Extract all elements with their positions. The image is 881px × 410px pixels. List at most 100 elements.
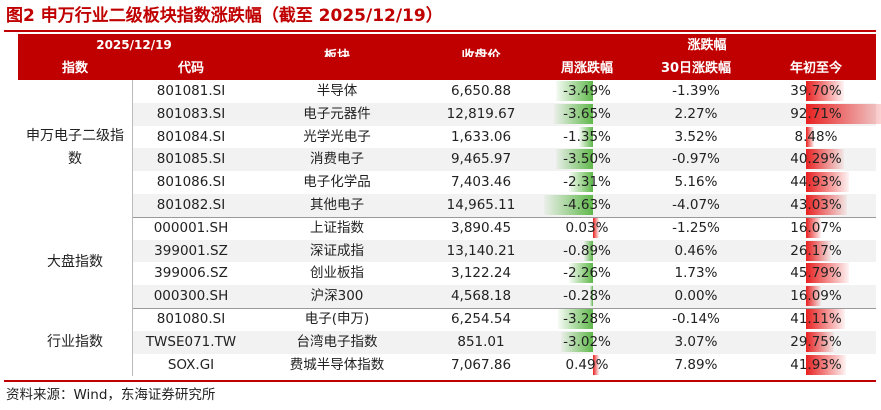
weekly-bar xyxy=(593,354,599,375)
ytd-cell: 16.09% xyxy=(790,288,842,305)
sector-cell: 电子化学品 xyxy=(303,174,371,191)
table-row: 399006.SZ 创业板指 3,122.24 -2.26% 1.73% 45.79% xyxy=(18,262,876,285)
table-row: SOX.GI 费城半导体指数 7,067.86 0.49% 7.89% 41.93% xyxy=(18,354,876,377)
code-cell: SOX.GI xyxy=(167,356,215,373)
weekly-bar xyxy=(569,263,593,284)
ytd-cell: 40.29% xyxy=(790,151,842,168)
bottom-rule xyxy=(4,380,876,382)
weekly-bar xyxy=(568,172,593,193)
weekly-bar xyxy=(554,103,593,124)
close-cell: 7,067.86 xyxy=(450,356,512,373)
sector-cell: 半导体 xyxy=(316,83,358,99)
weekly-cell: 0.03% xyxy=(565,219,609,236)
day30-cell: 5.16% xyxy=(674,174,718,191)
group-label: 行业指数 xyxy=(18,308,132,377)
close-cell: 4,568.18 xyxy=(450,288,512,305)
code-cell: 801084.SI xyxy=(156,128,226,145)
sector-cell: 消费电子 xyxy=(310,151,364,168)
ytd-bar xyxy=(806,217,822,238)
weekly-cell: -3.49% xyxy=(563,83,611,99)
weekly-bar xyxy=(543,195,593,215)
weekly-cell: -0.28% xyxy=(563,288,611,305)
day30-cell: -1.25% xyxy=(672,219,720,236)
weekly-bar xyxy=(583,240,593,261)
weekly-cell: -1.35% xyxy=(563,128,611,145)
weekly-cell: -3.65% xyxy=(563,105,611,122)
header-weekly: 周涨跌幅 xyxy=(560,61,613,76)
day30-cell: 7.89% xyxy=(674,356,718,373)
header-index: 指数 xyxy=(61,61,88,76)
table-row: 000001.SH 上证指数 3,890.45 0.03% -1.25% 16.07% xyxy=(18,217,876,240)
sector-cell: 其他电子 xyxy=(310,197,364,213)
table-row: 801086.SI 电子化学品 7,403.46 -2.31% 5.16% 44.93% xyxy=(18,171,876,194)
ytd-bar xyxy=(806,149,845,170)
close-cell: 851.01 xyxy=(457,333,505,350)
close-cell: 7,403.46 xyxy=(450,174,512,191)
ytd-cell: 43.03% xyxy=(790,197,842,213)
header-30day: 30日涨跌幅 xyxy=(660,61,732,76)
group-label-text: 申万电子二级指数 xyxy=(26,128,124,168)
weekly-bar xyxy=(555,149,593,170)
ytd-cell: 26.17% xyxy=(790,242,842,259)
group-separator xyxy=(18,216,876,218)
source-note: 资料来源：Wind，东海证券研究所 xyxy=(6,387,216,403)
sector-cell: 上证指数 xyxy=(310,219,364,236)
ytd-cell: 41.93% xyxy=(790,356,842,373)
sector-cell: 费城半导体指数 xyxy=(289,356,385,373)
table-row: 801084.SI 光学光电子 1,633.06 -1.35% 3.52% 8.48% xyxy=(18,126,876,149)
weekly-bar xyxy=(556,81,593,101)
weekly-bar xyxy=(558,309,593,329)
ytd-cell: 39.70% xyxy=(790,83,842,99)
sector-cell: 深证成指 xyxy=(310,242,364,259)
close-cell: 3,122.24 xyxy=(450,265,512,282)
ytd-cell: 8.48% xyxy=(794,128,838,145)
weekly-bar xyxy=(560,331,593,352)
figure-title: 图2 申万行业二级板块指数涨跌幅（截至 2025/12/19） xyxy=(6,6,443,26)
group-label-text: 大盘指数 xyxy=(47,253,103,270)
sector-cell: 电子(申万) xyxy=(304,311,370,327)
day30-cell: 3.52% xyxy=(674,128,718,145)
close-cell: 14,965.11 xyxy=(446,197,516,213)
close-cell: 13,140.21 xyxy=(446,242,516,259)
table-header-bottom: 指数 代码 周涨跌幅 30日涨跌幅 年初至今 xyxy=(18,57,876,80)
day30-cell: 1.73% xyxy=(674,265,718,282)
title-rule xyxy=(4,30,876,32)
table-row: 801080.SI 电子(申万) 6,254.54 -3.28% -0.14% 41.11… xyxy=(18,308,876,331)
group-label-text: 行业指数 xyxy=(47,333,103,350)
weekly-cell: -2.31% xyxy=(563,174,611,191)
weekly-cell: -0.89% xyxy=(563,242,611,259)
ytd-bar xyxy=(806,103,881,124)
ytd-bar xyxy=(806,286,822,307)
header-change: 涨跌幅 xyxy=(687,38,727,53)
day30-cell: 0.00% xyxy=(674,288,718,305)
close-cell: 12,819.67 xyxy=(446,105,516,122)
ytd-cell: 44.93% xyxy=(790,174,842,191)
close-cell: 6,650.88 xyxy=(450,83,512,99)
weekly-bar xyxy=(590,286,593,307)
ytd-cell: 41.11% xyxy=(790,311,842,327)
weekly-cell: -3.28% xyxy=(563,311,611,327)
ytd-cell: 45.79% xyxy=(790,265,842,282)
weekly-cell: -3.02% xyxy=(563,333,611,350)
table-row: 801081.SI 半导体 6,650.88 -3.49% -1.39% 39.70% xyxy=(18,80,876,103)
weekly-bar xyxy=(578,126,593,147)
day30-cell: -1.39% xyxy=(672,83,720,99)
sector-cell: 创业板指 xyxy=(310,265,364,282)
ytd-bar xyxy=(806,354,846,375)
header-ytd: 年初至今 xyxy=(789,61,842,76)
table-row: 801082.SI 其他电子 14,965.11 -4.63% -4.07% 43.03% xyxy=(18,194,876,217)
group-label: 申万电子二级指数 xyxy=(18,80,132,217)
ytd-bar xyxy=(806,195,847,215)
ytd-bar xyxy=(806,240,831,261)
column-divider xyxy=(132,80,133,377)
table-row: 801083.SI 电子元器件 12,819.67 -3.65% 2.27% 92.71% xyxy=(18,102,881,126)
day30-cell: 3.07% xyxy=(674,333,718,350)
ytd-bar xyxy=(806,126,815,147)
ytd-bar xyxy=(806,331,835,352)
code-cell: 801086.SI xyxy=(156,174,226,191)
close-cell: 6,254.54 xyxy=(450,311,512,327)
sector-cell: 沪深300 xyxy=(310,288,364,305)
day30-cell: -0.14% xyxy=(672,311,720,327)
ytd-bar xyxy=(806,309,845,329)
weekly-cell: 0.49% xyxy=(565,356,609,373)
